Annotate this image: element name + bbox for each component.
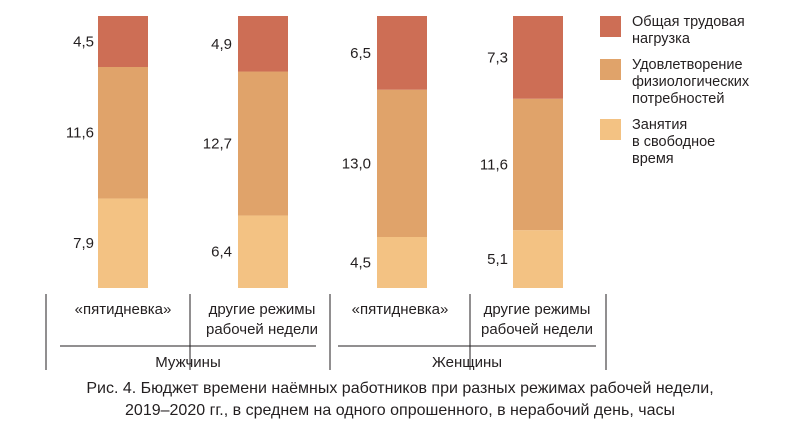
legend-item-physiological: Удовлетворение физиологических потребнос… (600, 57, 800, 108)
bar-segment (377, 237, 427, 288)
bar-segment (98, 198, 148, 288)
bar-segment (513, 230, 563, 288)
group-label: Женщины (432, 354, 502, 371)
bar-segment (98, 67, 148, 199)
legend-label-work: Общая трудовая нагрузка (632, 14, 745, 47)
figure-caption: Рис. 4. Бюджет времени наёмных работнико… (0, 378, 800, 422)
bar-value-label: 7,3 (487, 49, 508, 66)
bar-value-label: 7,9 (73, 235, 94, 252)
stacked-bar-chart: 7,9 11,6 4,5 6,4 12,7 4,9 4,5 13,0 6,5 5,1 11,6 7,3… (45, 16, 607, 371)
group-label: Мужчины (155, 354, 220, 371)
bar-segment (98, 16, 148, 67)
bar-value-label: 13,0 (342, 155, 371, 172)
category-label: «пятидневка» (352, 301, 449, 318)
bar-value-label: 11,6 (480, 156, 508, 173)
bar-segment (513, 16, 563, 99)
bar-segment (238, 215, 288, 288)
bar-value-label: 11,6 (66, 125, 94, 142)
bar-segment (238, 16, 288, 72)
legend-item-work: Общая трудовая нагрузка (600, 14, 800, 48)
legend-swatch-physiological (600, 59, 621, 80)
category-label: другие режимы рабочей недели (206, 301, 318, 338)
category-label: другие режимы рабочей недели (481, 301, 593, 338)
bar-value-label: 4,9 (211, 36, 232, 53)
bar-value-label: 6,5 (350, 45, 371, 62)
bar-value-label: 5,1 (487, 251, 508, 268)
category-label: «пятидневка» (75, 301, 172, 318)
legend-item-leisure: Занятия в свободное время (600, 117, 800, 168)
bar-value-label: 12,7 (203, 136, 232, 153)
caption-line-1: Рис. 4. Бюджет времени наёмных работнико… (86, 380, 714, 397)
bar-value-label: 4,5 (73, 34, 94, 51)
bar-segment (377, 16, 427, 90)
bar-segment (238, 71, 288, 216)
chart-legend: Общая трудовая нагрузка Удовлетворение ф… (600, 14, 800, 177)
bar-value-label: 4,5 (350, 255, 371, 272)
legend-swatch-leisure (600, 119, 621, 140)
caption-line-2: 2019–2020 гг., в среднем на одного опрош… (125, 402, 675, 419)
legend-label-leisure: Занятия в свободное время (632, 117, 716, 167)
bar-value-label: 6,4 (211, 244, 232, 261)
bar-segment (377, 89, 427, 238)
legend-swatch-work (600, 16, 621, 37)
legend-label-physiological: Удовлетворение физиологических потребнос… (632, 57, 750, 107)
bar-segment (513, 98, 563, 231)
